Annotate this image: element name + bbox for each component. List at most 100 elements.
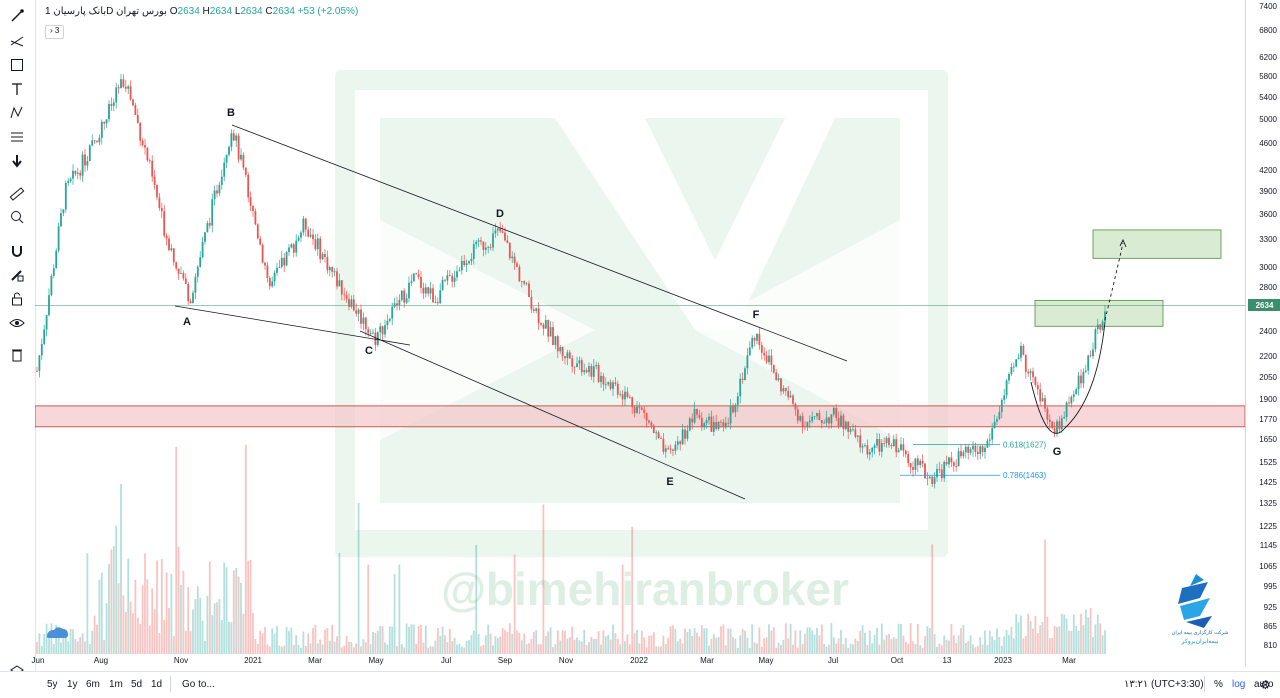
candle[interactable] <box>1010 366 1013 374</box>
candle[interactable] <box>256 224 259 239</box>
candle[interactable] <box>976 451 979 455</box>
candle[interactable] <box>417 274 420 277</box>
candle[interactable] <box>446 275 449 281</box>
candle[interactable] <box>506 240 509 243</box>
candle[interactable] <box>369 333 372 334</box>
candle[interactable] <box>775 372 778 380</box>
rectangle-icon[interactable] <box>6 55 28 75</box>
candle[interactable] <box>1075 389 1078 395</box>
candle[interactable] <box>72 170 74 179</box>
candle[interactable] <box>74 170 77 174</box>
candle[interactable] <box>108 103 110 120</box>
candle[interactable] <box>758 333 761 346</box>
candle[interactable] <box>715 421 718 429</box>
candle[interactable] <box>559 347 562 352</box>
price-chart[interactable]: @bimehiranbroker 0.618(1627)0.786(1463) … <box>35 0 1245 667</box>
candle[interactable] <box>828 417 830 424</box>
candle[interactable] <box>158 197 161 209</box>
candle[interactable] <box>1060 418 1063 430</box>
candle[interactable] <box>564 356 566 359</box>
candle[interactable] <box>235 135 238 141</box>
candle[interactable] <box>206 223 209 233</box>
text-icon[interactable] <box>6 79 28 99</box>
candle[interactable] <box>962 452 965 457</box>
candle[interactable] <box>316 238 319 250</box>
candle[interactable] <box>297 237 300 241</box>
candle[interactable] <box>408 282 410 299</box>
range-5y[interactable]: 5y <box>47 679 58 690</box>
candle[interactable] <box>760 345 763 353</box>
lock-icon[interactable] <box>6 289 28 309</box>
eye-icon[interactable] <box>6 313 28 333</box>
candle[interactable] <box>43 329 46 344</box>
candle[interactable] <box>472 244 475 259</box>
candle[interactable] <box>508 242 511 259</box>
candle[interactable] <box>266 265 269 278</box>
candle[interactable] <box>1051 421 1054 429</box>
candle[interactable] <box>955 466 958 467</box>
candle[interactable] <box>616 383 619 395</box>
candle[interactable] <box>182 273 185 279</box>
candle[interactable] <box>1063 417 1066 419</box>
candle[interactable] <box>542 324 545 329</box>
candle[interactable] <box>189 301 192 303</box>
candle[interactable] <box>751 338 754 348</box>
goto-button[interactable]: Go to... <box>182 679 215 690</box>
indicators-toggle[interactable]: › 3 <box>45 25 65 39</box>
candle[interactable] <box>592 366 595 377</box>
candle[interactable] <box>333 271 336 273</box>
candle[interactable] <box>434 302 437 303</box>
candle[interactable] <box>127 86 130 89</box>
candle[interactable] <box>328 267 331 271</box>
candle[interactable] <box>432 288 434 303</box>
candle[interactable] <box>580 360 583 373</box>
zoom-icon[interactable] <box>6 207 28 227</box>
candle[interactable] <box>132 99 134 106</box>
candle[interactable] <box>501 231 504 233</box>
candle[interactable] <box>304 218 307 230</box>
candle[interactable] <box>228 146 230 155</box>
candle[interactable] <box>897 450 900 453</box>
candle[interactable] <box>540 322 542 325</box>
candle[interactable] <box>494 230 497 234</box>
candle[interactable] <box>981 446 984 453</box>
candle[interactable] <box>1099 324 1102 330</box>
candle[interactable] <box>979 446 982 455</box>
candle[interactable] <box>854 429 857 437</box>
projection-arrow[interactable] <box>1104 242 1124 321</box>
candle[interactable] <box>674 444 677 451</box>
candle[interactable] <box>573 366 576 368</box>
candle[interactable] <box>607 382 610 385</box>
candle[interactable] <box>693 408 696 423</box>
range-1d[interactable]: 1d <box>151 679 163 690</box>
candle[interactable] <box>820 420 823 423</box>
candle[interactable] <box>549 327 552 337</box>
candle[interactable] <box>364 317 367 330</box>
candle[interactable] <box>523 281 526 284</box>
candle[interactable] <box>285 252 288 266</box>
candle[interactable] <box>76 172 79 174</box>
candle[interactable] <box>768 355 770 363</box>
candle[interactable] <box>537 308 540 323</box>
candle[interactable] <box>787 390 790 398</box>
candle[interactable] <box>252 205 254 212</box>
candle[interactable] <box>374 332 377 345</box>
candle[interactable] <box>729 405 732 424</box>
candle[interactable] <box>249 197 252 206</box>
candle[interactable] <box>348 298 350 307</box>
candle[interactable] <box>736 396 739 405</box>
candle[interactable] <box>458 270 461 272</box>
candle[interactable] <box>336 271 338 287</box>
auto-toggle[interactable]: auto <box>1254 679 1274 690</box>
candle[interactable] <box>552 327 554 345</box>
candle[interactable] <box>888 437 890 446</box>
candle[interactable] <box>237 135 240 160</box>
candle[interactable] <box>561 347 564 357</box>
candle[interactable] <box>120 79 122 89</box>
candle[interactable] <box>216 190 218 194</box>
chart-area[interactable]: @bimehiranbroker 0.618(1627) 0.786(1463) … <box>35 0 1245 667</box>
candle[interactable] <box>324 253 326 258</box>
candle[interactable] <box>499 228 502 232</box>
candle[interactable] <box>633 407 636 414</box>
candle[interactable] <box>770 355 773 365</box>
